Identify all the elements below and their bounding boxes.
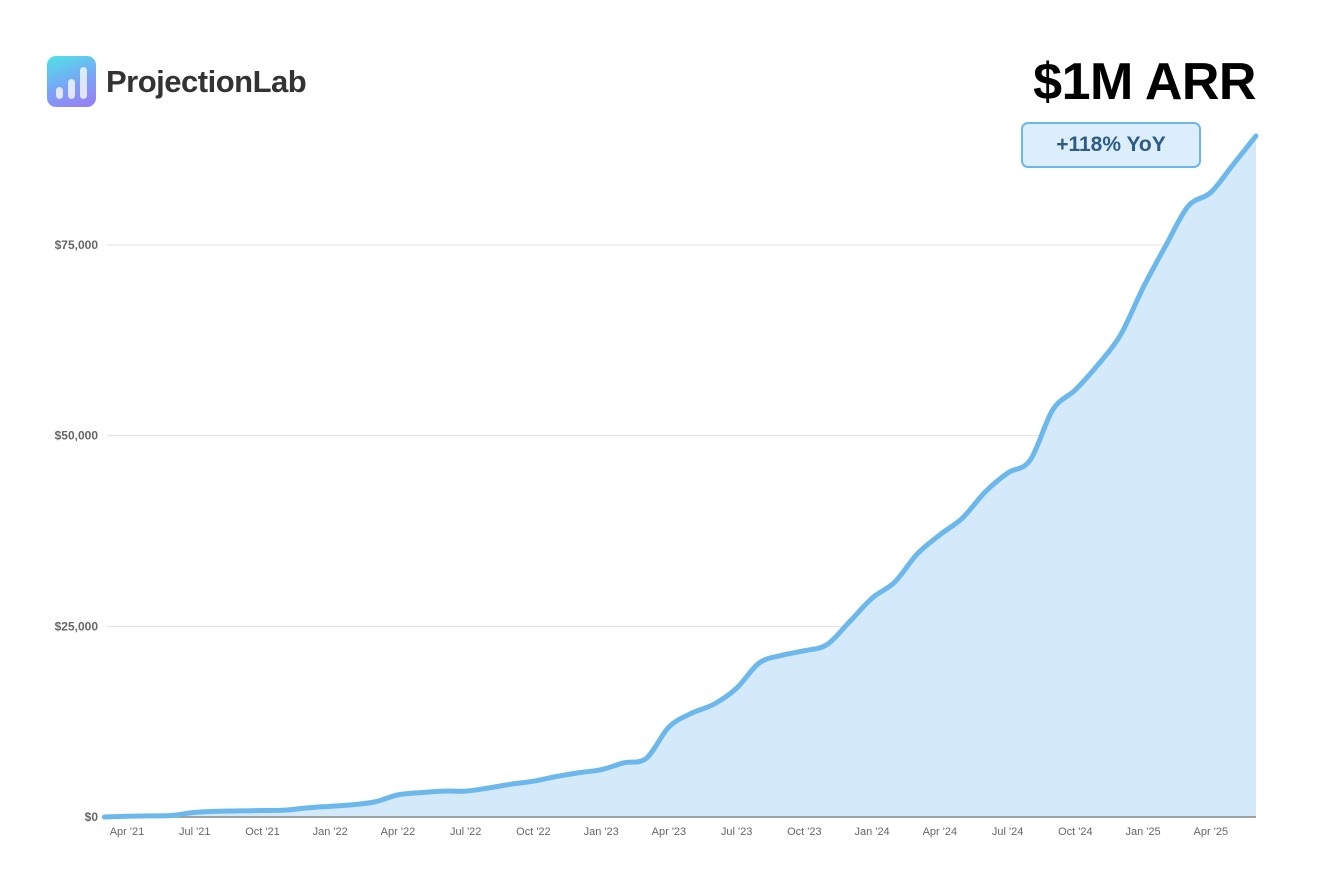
x-tick-label: Jul '22	[450, 826, 481, 838]
x-tick-label: Apr '22	[381, 826, 416, 838]
x-tick-label: Jul '23	[721, 826, 752, 838]
x-tick-label: Apr '25	[1194, 826, 1229, 838]
x-tick-label: Jan '23	[584, 826, 619, 838]
y-tick-label: $25,000	[55, 619, 99, 633]
x-tick-label: Apr '21	[110, 826, 145, 838]
y-tick-label: $50,000	[55, 429, 99, 443]
x-tick-label: Oct '21	[245, 826, 280, 838]
series-line	[101, 133, 1259, 820]
headline: $1M ARR	[1033, 53, 1256, 111]
x-tick-label: Jan '24	[855, 826, 890, 838]
x-tick-label: Jan '25	[1126, 826, 1161, 838]
y-tick-label: $0	[85, 810, 99, 824]
bar-chart-logo-icon	[47, 56, 96, 107]
x-tick-label: Jul '21	[179, 826, 210, 838]
x-tick-label: Jan '22	[313, 826, 348, 838]
x-tick-label: Oct '22	[516, 826, 551, 838]
x-tick-label: Apr '24	[923, 826, 958, 838]
x-tick-label: Jul '24	[992, 826, 1023, 838]
x-tick-label: Oct '24	[1058, 826, 1093, 838]
x-tick-label: Oct '23	[787, 826, 822, 838]
x-tick-label: Apr '23	[652, 826, 687, 838]
brand-logo: ProjectionLab	[47, 56, 307, 107]
brand-name: ProjectionLab	[106, 63, 307, 99]
y-tick-label: $75,000	[55, 238, 99, 252]
area-fill	[104, 135, 1256, 817]
yoy-badge: +118% YoY	[1021, 122, 1201, 168]
